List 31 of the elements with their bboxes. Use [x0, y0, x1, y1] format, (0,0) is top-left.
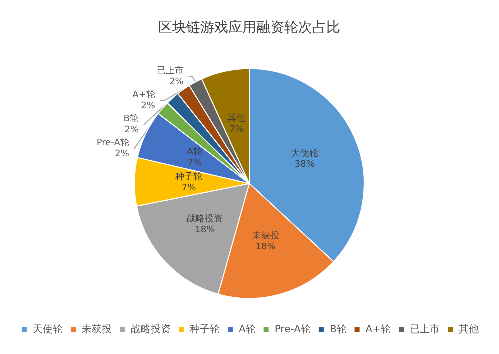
- data-label: 2%: [124, 125, 140, 136]
- legend-label: 未获投: [82, 324, 112, 336]
- slice-label: 天使轮: [291, 148, 318, 160]
- legend-label: A轮: [238, 324, 256, 336]
- data-label: 7%: [182, 183, 197, 194]
- chart-title: 区块链游戏应用融资轮次占比: [158, 20, 340, 36]
- slice-label: 种子轮: [176, 171, 203, 182]
- data-label: 18%: [195, 225, 216, 236]
- data-label: 7%: [188, 158, 202, 168]
- data-label: 7%: [230, 125, 244, 136]
- slice-label: 其他: [228, 113, 246, 124]
- legend-label: A+轮: [366, 324, 392, 336]
- data-label: 2%: [115, 149, 130, 160]
- slice-label: Pre-A轮: [96, 137, 130, 148]
- legend-label: B轮: [330, 324, 347, 336]
- legend-label: 战略投资: [130, 324, 171, 336]
- legend-label: Pre-A轮: [274, 324, 311, 336]
- slice-label: B轮: [124, 113, 139, 124]
- legend-label: 已上市: [410, 324, 440, 336]
- slice-label: A+轮: [132, 89, 156, 100]
- legend-label: 其他: [459, 324, 480, 336]
- data-label: 18%: [256, 242, 276, 252]
- slice-label: 未获投: [252, 230, 280, 242]
- data-label: 38%: [294, 160, 316, 170]
- slice-label: A轮: [187, 146, 202, 158]
- slice-label: 已上市: [156, 65, 184, 76]
- data-label: 2%: [141, 101, 156, 112]
- data-label: 2%: [170, 77, 184, 88]
- legend-label: 种子轮: [190, 324, 220, 336]
- slice-label: 战略投资: [187, 213, 224, 224]
- legend-label: 天使轮: [32, 324, 63, 336]
